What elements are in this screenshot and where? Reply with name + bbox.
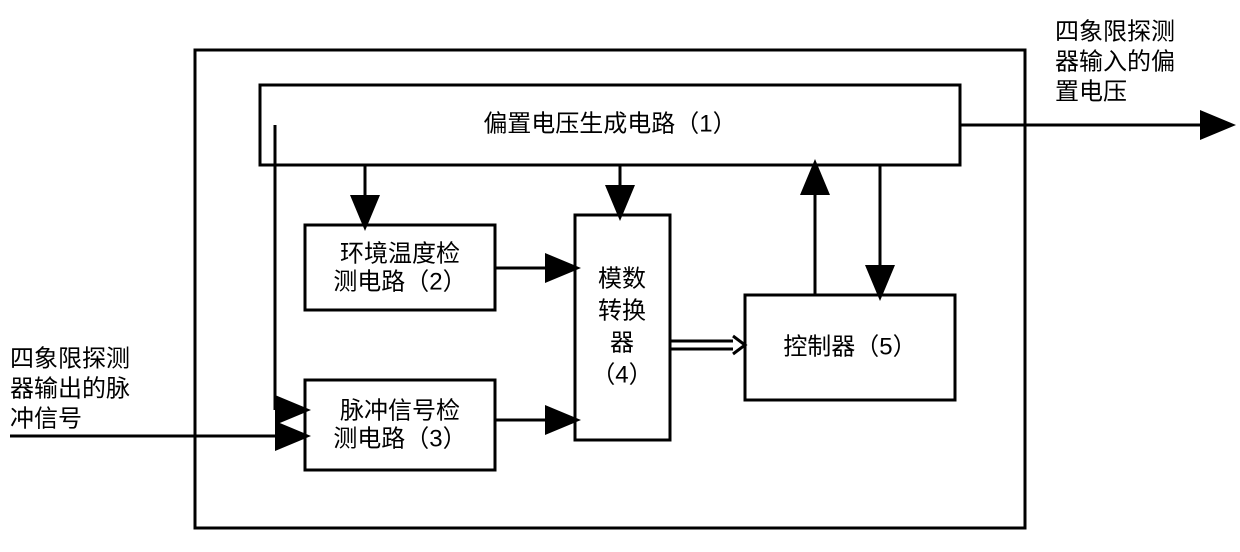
pulse-detect-label-2: 测电路（3）	[333, 425, 466, 452]
controller-box: 控制器（5）	[745, 295, 955, 400]
bias-voltage-gen-box: 偏置电压生成电路（1）	[260, 85, 960, 165]
adc-to-ctrl	[670, 336, 745, 354]
svg-text:器输入的偏: 器输入的偏	[1055, 48, 1175, 75]
pulse-detect-label-1: 脉冲信号检	[340, 397, 460, 424]
controller-label: 控制器（5）	[783, 333, 916, 360]
svg-text:冲信号: 冲信号	[10, 405, 82, 432]
temp-detect-label-2: 测电路（2）	[333, 268, 466, 295]
svg-text:器输出的脉: 器输出的脉	[10, 375, 130, 402]
adc-label-2: 转换	[598, 297, 646, 324]
svg-text:置电压: 置电压	[1055, 78, 1127, 105]
adc-label-1: 模数	[598, 265, 646, 292]
adc-label-4: （4）	[591, 361, 652, 388]
pulse-detect-box: 脉冲信号检 测电路（3）	[305, 380, 495, 470]
adc-label-3: 器	[610, 329, 634, 356]
svg-text:四象限探测: 四象限探测	[10, 345, 130, 372]
input-label: 四象限探测 器输出的脉 冲信号	[10, 345, 130, 432]
svg-text:四象限探测: 四象限探测	[1055, 18, 1175, 45]
bias-voltage-gen-label: 偏置电压生成电路（1）	[483, 110, 736, 137]
temp-detect-label-1: 环境温度检	[340, 240, 460, 267]
output-label: 四象限探测 器输入的偏 置电压	[1055, 18, 1175, 105]
adc-box: 模数 转换 器 （4）	[575, 215, 670, 440]
temp-detect-box: 环境温度检 测电路（2）	[305, 225, 495, 310]
